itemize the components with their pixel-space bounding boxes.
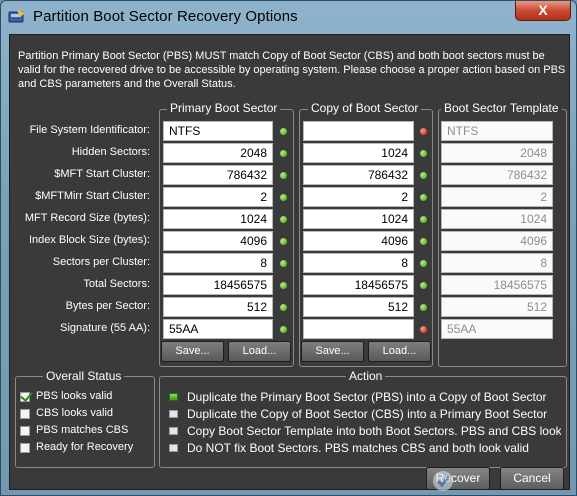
window-title: Partition Boot Sector Recovery Options (33, 8, 298, 25)
status-checkbox (20, 409, 30, 419)
param-label: Total Sectors: (83, 278, 150, 290)
primary-status-indicator (280, 128, 287, 135)
copy-field[interactable]: 2 (303, 187, 414, 207)
template-field: NTFS (441, 121, 553, 141)
action-radio[interactable] (169, 393, 178, 401)
template-field: 1024 (441, 209, 553, 229)
template-field: 512 (441, 297, 553, 317)
param-label: $MFTMirr Start Cluster: (35, 190, 150, 202)
template-field: 786432 (441, 165, 553, 185)
status-label: CBS looks valid (36, 407, 114, 419)
copy-status-indicator (420, 260, 427, 267)
copy-status-indicator (420, 282, 427, 289)
recover-button[interactable]: Recover (426, 467, 490, 490)
overall-status-title: Overall Status (43, 369, 125, 383)
primary-field[interactable]: 55AA (163, 319, 273, 339)
primary-field[interactable]: 512 (163, 297, 273, 317)
cancel-button[interactable]: Cancel (500, 467, 564, 490)
param-label: $MFT Start Cluster: (54, 168, 150, 180)
primary-boot-sector-title: Primary Boot Sector (167, 101, 281, 115)
template-field: 4096 (441, 231, 553, 251)
action-option-label[interactable]: Duplicate the Copy of Boot Sector (CBS) … (187, 407, 548, 421)
primary-field[interactable]: 1024 (163, 209, 273, 229)
action-radio[interactable] (169, 444, 178, 452)
template-field: 2 (441, 187, 553, 207)
primary-status-indicator (280, 216, 287, 223)
status-checkbox (20, 443, 30, 453)
primary-status-indicator (280, 150, 287, 157)
intro-text: Partition Primary Boot Sector (PBS) MUST… (18, 50, 566, 90)
action-title: Action (346, 369, 386, 383)
primary-status-indicator (280, 326, 287, 333)
primary-status-indicator (280, 238, 287, 245)
status-label: Ready for Recovery (36, 441, 134, 453)
action-option-label[interactable]: Do NOT fix Boot Sectors. PBS matches CBS… (187, 441, 529, 455)
primary-status-indicator (280, 304, 287, 311)
action-radio[interactable] (169, 427, 178, 435)
copy-status-indicator (420, 216, 427, 223)
status-label: PBS looks valid (36, 390, 113, 402)
status-checkbox (20, 426, 30, 436)
param-label: MFT Record Size (bytes): (24, 212, 150, 224)
primary-field[interactable]: 18456575 (163, 275, 273, 295)
primary-field[interactable]: 8 (163, 253, 273, 273)
template-field: 55AA (441, 319, 553, 339)
dialog-body: Partition Primary Boot Sector (PBS) MUST… (9, 34, 570, 491)
primary-status-indicator (280, 282, 287, 289)
copy-field[interactable]: 4096 (303, 231, 414, 251)
copy-field[interactable] (303, 319, 414, 339)
copy-field[interactable] (303, 121, 414, 141)
close-button[interactable]: X (515, 1, 571, 21)
action-radio[interactable] (169, 410, 178, 418)
template-field: 2048 (441, 143, 553, 163)
app-icon (8, 10, 25, 23)
primary-field[interactable]: 2 (163, 187, 273, 207)
param-label: Hidden Sectors: (71, 146, 150, 158)
copy-field[interactable]: 18456575 (303, 275, 414, 295)
copy-status-indicator (420, 238, 427, 245)
primary-status-indicator (280, 260, 287, 267)
param-label: Signature (55 AA): (60, 322, 150, 334)
copy-status-indicator (420, 326, 427, 333)
template-field: 8 (441, 253, 553, 273)
copy-field[interactable]: 512 (303, 297, 414, 317)
param-label: Index Block Size (bytes): (28, 234, 150, 246)
title-bar[interactable]: Partition Boot Sector Recovery Options X (1, 1, 576, 33)
action-option-label[interactable]: Copy Boot Sector Template into both Boot… (187, 424, 561, 438)
copy-status-indicator (420, 304, 427, 311)
primary-field[interactable]: 786432 (163, 165, 273, 185)
status-checkbox (20, 392, 30, 402)
copy-save-button[interactable]: Save... (301, 341, 364, 362)
copy-field[interactable]: 1024 (303, 209, 414, 229)
copy-status-indicator (420, 128, 427, 135)
primary-field[interactable]: 2048 (163, 143, 273, 163)
primary-status-indicator (280, 172, 287, 179)
copy-load-button[interactable]: Load... (368, 341, 431, 362)
boot-sector-template-title: Boot Sector Template (441, 101, 562, 115)
copy-field[interactable]: 1024 (303, 143, 414, 163)
copy-field[interactable]: 786432 (303, 165, 414, 185)
copy-status-indicator (420, 172, 427, 179)
action-option-label[interactable]: Duplicate the Primary Boot Sector (PBS) … (187, 390, 547, 404)
param-label: Bytes per Sector: (65, 300, 150, 312)
copy-status-indicator (420, 150, 427, 157)
status-label: PBS matches CBS (36, 424, 129, 436)
primary-status-indicator (280, 194, 287, 201)
param-label: File System Identificator: (29, 124, 150, 136)
primary-field[interactable]: 4096 (163, 231, 273, 251)
copy-boot-sector-title: Copy of Boot Sector (308, 101, 422, 115)
template-field: 18456575 (441, 275, 553, 295)
copy-status-indicator (420, 194, 427, 201)
primary-field[interactable]: NTFS (163, 121, 273, 141)
primary-save-button[interactable]: Save... (161, 341, 224, 362)
copy-field[interactable]: 8 (303, 253, 414, 273)
param-label: Sectors per Cluster: (52, 256, 150, 268)
primary-load-button[interactable]: Load... (228, 341, 291, 362)
